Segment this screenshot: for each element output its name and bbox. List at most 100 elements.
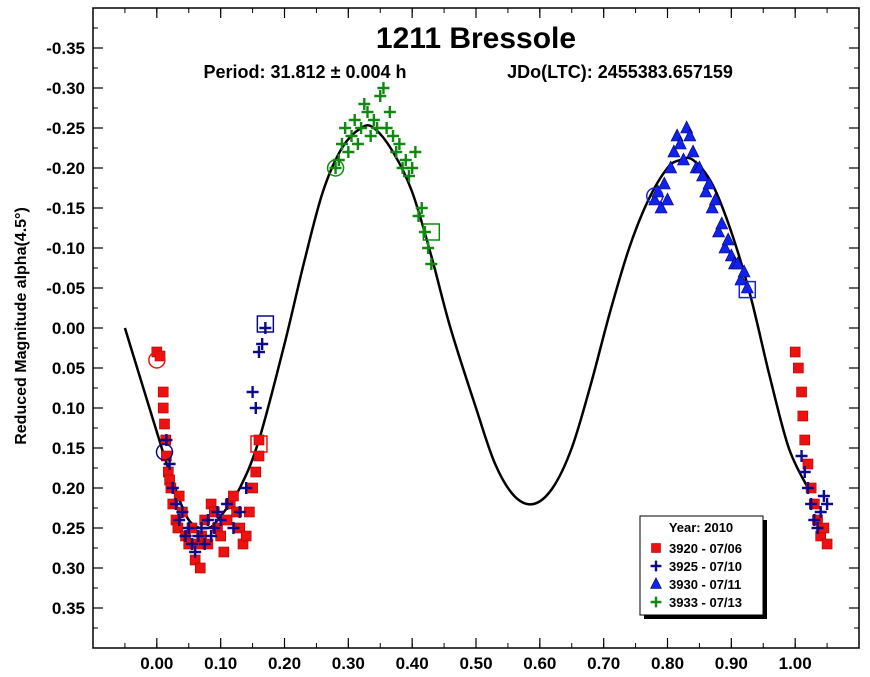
data-point [683, 128, 697, 142]
data-point [252, 346, 265, 358]
data-point [169, 498, 182, 510]
data-point [214, 514, 227, 526]
data-point [329, 162, 342, 174]
data-point [673, 136, 687, 150]
data-point [228, 490, 239, 502]
data-point [345, 130, 358, 142]
data-point [215, 530, 226, 542]
data-point [657, 176, 671, 190]
data-point [740, 280, 754, 294]
data-point [250, 466, 262, 478]
data-point [686, 144, 700, 158]
data-point [412, 210, 425, 222]
data-point [789, 346, 801, 358]
y-tick-label: -0.25 [46, 119, 85, 138]
y-tick-label: -0.10 [46, 239, 85, 258]
data-point [179, 530, 192, 542]
data-point [339, 122, 352, 134]
legend-title: Year: 2010 [669, 520, 733, 535]
data-point [211, 506, 224, 518]
data-point [664, 160, 678, 174]
data-point [797, 410, 809, 422]
data-point [159, 418, 170, 430]
legend-label: 3925 - 07/10 [669, 559, 742, 574]
data-point [422, 242, 435, 254]
legend-marker [650, 560, 662, 572]
data-point [661, 192, 674, 206]
open-marker [155, 443, 174, 461]
data-point [798, 466, 811, 478]
y-tick-label: -0.20 [46, 159, 85, 178]
open-marker [148, 351, 166, 369]
chart-subtitle-epoch: JDo(LTC): 2455383.657159 [507, 62, 733, 82]
data-point [654, 200, 668, 214]
data-point [227, 522, 240, 534]
legend-entries: 3920 - 07/06 3925 - 07/10 3930 - 07/11 3933… [650, 541, 742, 610]
open-marker [422, 223, 441, 241]
data-point [821, 498, 834, 510]
data-point [383, 106, 396, 118]
fit-curve [123, 124, 810, 530]
data-point [351, 138, 364, 150]
y-tick-label: 0.05 [52, 359, 85, 378]
data-point [811, 522, 824, 534]
data-point [795, 450, 808, 462]
data-point [699, 184, 713, 198]
y-axis-label: Reduced Magnitude alpha(4.5°) [13, 207, 30, 445]
x-tick-label: 0.30 [332, 654, 365, 673]
open-marker [738, 280, 757, 299]
y-tick-label: -0.30 [46, 79, 85, 98]
data-point [176, 506, 189, 518]
data-point [399, 154, 412, 166]
data-point [802, 458, 814, 470]
data-point [705, 200, 719, 214]
data-point [402, 170, 415, 182]
data-point [801, 482, 814, 494]
data-point [648, 192, 662, 206]
legend-label: 3930 - 07/11 [669, 577, 741, 592]
x-tick-label: 1.00 [779, 654, 812, 673]
x-tick-label: 0.90 [715, 654, 748, 673]
legend-marker [650, 577, 662, 589]
data-point [233, 506, 246, 518]
legend-marker [651, 543, 661, 553]
data-point [409, 146, 422, 158]
data-point [244, 506, 255, 518]
data-point [425, 258, 438, 270]
data-point [805, 498, 818, 510]
data-point [195, 522, 208, 534]
data-point [415, 202, 428, 214]
y-tick-label: 0.20 [52, 479, 85, 498]
y-tick-label: 0.15 [52, 439, 85, 458]
x-tick-label: 0.50 [459, 654, 492, 673]
x-tick-label: 0.80 [651, 654, 684, 673]
data-point [708, 192, 722, 206]
legend-label: 3933 - 07/13 [669, 595, 742, 610]
data-point [667, 144, 681, 158]
data-point [387, 130, 400, 142]
x-tick-label: 0.60 [523, 654, 556, 673]
data-points [151, 82, 834, 574]
data-point [157, 386, 169, 398]
data-point [208, 522, 221, 534]
data-point [157, 402, 169, 414]
data-point [821, 538, 833, 550]
chart-title: 1211 Bressole [376, 22, 576, 55]
open-marker [250, 435, 268, 453]
data-point [393, 138, 406, 150]
data-point [335, 138, 348, 150]
data-point [154, 350, 166, 362]
x-tick-label: 0.00 [140, 654, 173, 673]
data-point [696, 168, 710, 182]
data-point [715, 216, 729, 230]
data-point [377, 82, 390, 94]
data-point [702, 176, 716, 190]
data-point [198, 538, 211, 550]
data-point [246, 386, 259, 398]
legend-marker [650, 596, 662, 608]
fit-curve-group [123, 124, 810, 530]
data-point [182, 522, 195, 534]
data-point [185, 538, 198, 550]
data-point [731, 256, 745, 270]
data-point [358, 98, 371, 110]
